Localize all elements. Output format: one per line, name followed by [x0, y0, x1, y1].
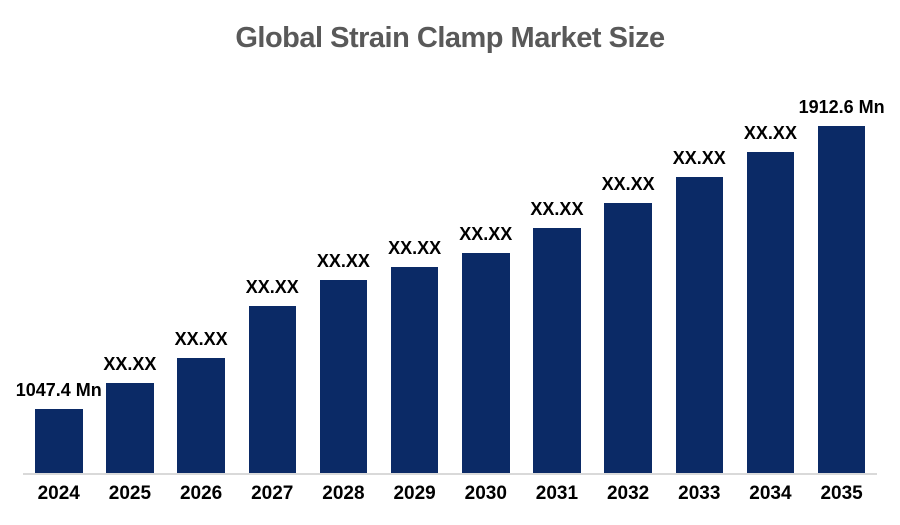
x-tick-2032: 2032 — [606, 483, 650, 504]
bar-2029 — [390, 267, 439, 473]
x-tick-2027: 2027 — [251, 483, 294, 504]
bar-2032 — [604, 203, 652, 473]
bar-value-label-2025: XX.XX — [103, 354, 157, 374]
x-tick-2026: 2026 — [179, 483, 223, 504]
bar-value-label-2024: 1047.4 Mn — [15, 380, 102, 400]
bar-2031 — [533, 228, 581, 473]
x-axis-line — [23, 473, 877, 475]
x-tick-2030: 2030 — [464, 483, 507, 504]
bar-value-label-2028: XX.XX — [316, 251, 370, 271]
bar-2026 — [177, 358, 225, 473]
bar-value-label-2033: XX.XX — [672, 148, 726, 168]
bar-2028 — [319, 280, 368, 473]
bar-2030 — [462, 253, 510, 473]
bar-value-label-2027: XX.XX — [245, 277, 299, 297]
bar-2033 — [675, 177, 724, 473]
x-tick-2033: 2033 — [678, 483, 721, 504]
x-tick-2028: 2028 — [322, 483, 365, 504]
x-tick-2029: 2029 — [393, 483, 436, 504]
bar-2035 — [817, 126, 866, 473]
bar-value-label-2026: XX.XX — [174, 329, 228, 349]
bar-2034 — [746, 152, 795, 473]
x-tick-2035: 2035 — [820, 483, 863, 504]
x-tick-2025: 2025 — [108, 483, 152, 504]
bar-2027 — [248, 306, 296, 473]
bar-value-label-2034: XX.XX — [743, 123, 797, 143]
chart-title: Global Strain Clamp Market Size — [235, 22, 665, 54]
x-tick-2031: 2031 — [535, 483, 579, 504]
bar-value-label-2031: XX.XX — [530, 199, 584, 219]
bar-2025 — [106, 383, 154, 473]
bar-value-label-2032: XX.XX — [601, 174, 655, 194]
x-tick-2024: 2024 — [37, 483, 80, 504]
bar-2024 — [35, 409, 83, 473]
bar-value-label-2029: XX.XX — [388, 238, 442, 258]
plot-area: 1047.4 Mn 2024 XX.XX 2025 XX.XX 2026 XX.XX 2027… — [16, 80, 885, 503]
x-tick-2034: 2034 — [749, 483, 792, 504]
bar-value-label-2030: XX.XX — [459, 224, 513, 244]
bar-value-label-2035: 1912.6 Mn — [798, 97, 885, 117]
